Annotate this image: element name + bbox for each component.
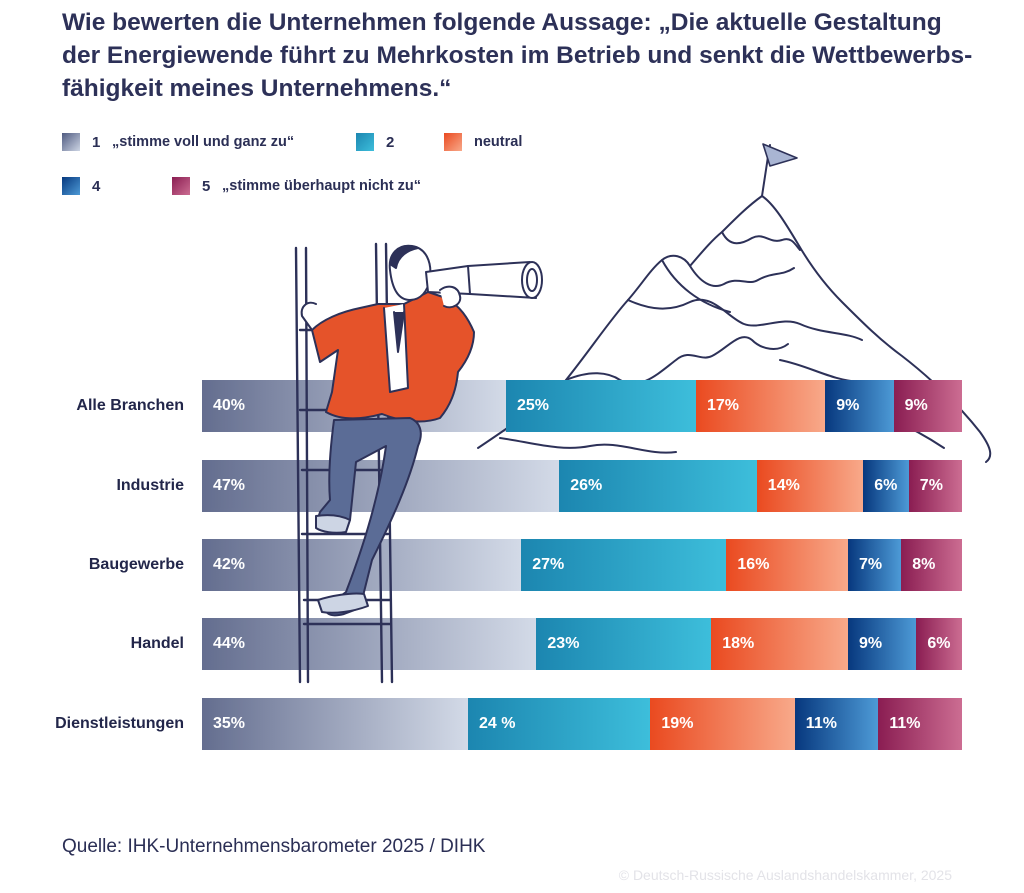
data-label: 9% xyxy=(836,397,860,414)
bar-segment: 25% xyxy=(506,380,696,432)
bar-segment: 14% xyxy=(756,460,864,512)
category-label: Handel xyxy=(130,635,184,652)
data-label: 11% xyxy=(889,715,921,732)
data-label: 35% xyxy=(213,715,246,732)
man-illustration xyxy=(300,244,543,617)
legend-item: 2 xyxy=(356,132,406,152)
copyright-note: © Deutsch-Russische Auslandshandelskamme… xyxy=(618,867,952,883)
bar-segment: 24 % xyxy=(468,698,651,750)
bar-segment: 19% xyxy=(650,698,795,750)
bar-segment: 9% xyxy=(848,618,917,670)
data-label: 27% xyxy=(532,556,565,573)
legend-number: 4 xyxy=(92,177,101,195)
legend-number: 2 xyxy=(386,133,395,151)
bar-segment: 11% xyxy=(878,698,962,750)
bar-segment: 16% xyxy=(726,539,848,591)
data-label: 16% xyxy=(737,556,770,573)
chart-title: Wie bewerten die Unternehmen folgende Au… xyxy=(62,9,973,102)
legend-label: neutral xyxy=(474,134,523,150)
legend-number: 1 xyxy=(92,133,101,151)
bar-segment: 9% xyxy=(893,380,962,432)
bar-segment: 44% xyxy=(202,618,537,670)
data-label: 42% xyxy=(213,556,246,573)
source-note: Quelle: IHK-Unternehmensbarometer 2025 /… xyxy=(62,836,486,857)
data-label: 9% xyxy=(859,635,883,652)
legend-number: 5 xyxy=(202,177,211,195)
bar-segment: 11% xyxy=(794,698,879,750)
legend-label: „stimme voll und ganz zu“ xyxy=(112,134,295,150)
data-label: 26% xyxy=(570,477,603,494)
data-label: 17% xyxy=(707,397,740,414)
legend-swatch xyxy=(62,133,80,151)
data-label: 14% xyxy=(767,477,800,494)
trousers-shape xyxy=(317,417,422,617)
data-label: 18% xyxy=(722,635,755,652)
data-label: 23% xyxy=(547,635,580,652)
data-label: 40% xyxy=(213,397,246,414)
legend-item: 4 xyxy=(62,176,112,196)
data-label: 6% xyxy=(874,477,898,494)
data-label: 44% xyxy=(213,635,246,652)
category-label: Baugewerbe xyxy=(88,556,184,573)
category-label: Dienstleistungen xyxy=(55,715,184,732)
category-label: Alle Branchen xyxy=(76,397,184,414)
bar-segment: 18% xyxy=(711,618,848,670)
legend-swatch xyxy=(444,133,462,151)
data-label: 9% xyxy=(904,397,928,414)
bar-segment: 17% xyxy=(696,380,826,432)
bar-segment: 7% xyxy=(848,539,902,591)
data-label: 24 % xyxy=(479,715,516,732)
data-label: 8% xyxy=(912,556,936,573)
data-label: 11% xyxy=(805,715,837,732)
bar-segment: 9% xyxy=(825,380,894,432)
data-label: 47% xyxy=(213,477,246,494)
legend-swatch xyxy=(62,177,80,195)
bar-segment: 35% xyxy=(202,698,468,750)
legend-item: 1 „stimme voll und ganz zu“ xyxy=(62,132,294,152)
data-label: 19% xyxy=(661,715,694,732)
data-label: 6% xyxy=(927,635,951,652)
bar-segment: 7% xyxy=(908,460,962,512)
bar-segment: 27% xyxy=(521,539,727,591)
bar-segment: 23% xyxy=(536,618,712,670)
legend-swatch xyxy=(172,177,190,195)
legend-label: „stimme überhaupt nicht zu“ xyxy=(222,178,421,194)
legend-swatch xyxy=(356,133,374,151)
legend-item: neutral xyxy=(444,132,522,152)
legend-item: 5 „stimme überhaupt nicht zu“ xyxy=(172,176,421,196)
category-label: Industrie xyxy=(116,477,184,494)
data-label: 25% xyxy=(517,397,550,414)
bar-segment: 6% xyxy=(916,618,962,670)
bar-segment: 26% xyxy=(559,460,757,512)
flag-illustration xyxy=(762,143,798,167)
bar-segment: 6% xyxy=(863,460,909,512)
data-label: 7% xyxy=(919,477,943,494)
bar-segment: 8% xyxy=(901,539,962,591)
data-label: 7% xyxy=(859,556,883,573)
